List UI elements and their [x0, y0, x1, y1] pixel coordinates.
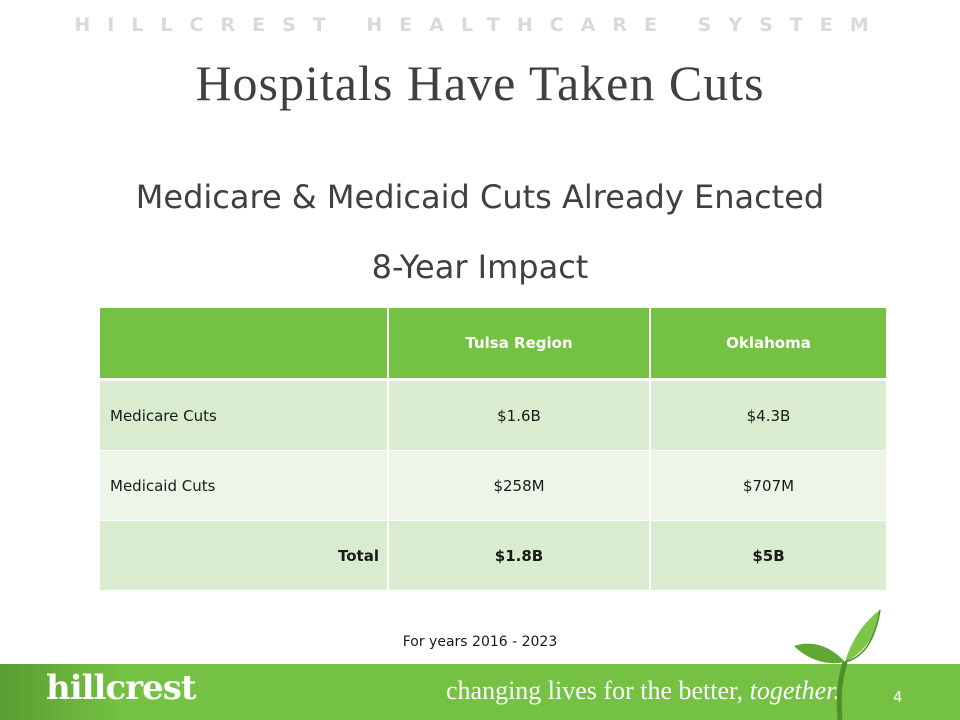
cell-tulsa: $1.6B: [388, 379, 651, 451]
slide-title: Hospitals Have Taken Cuts: [195, 55, 765, 111]
table-row-total: Total $1.8B $5B: [100, 520, 886, 591]
page-number: 4: [893, 688, 903, 706]
tagline-emphasis: together.: [749, 676, 840, 705]
cell-oklahoma: $5B: [650, 520, 886, 591]
subtitle-cuts-enacted: Medicare & Medicaid Cuts Already Enacted: [135, 178, 825, 216]
org-name: HILLCREST HEALTHCARE SYSTEM: [74, 14, 886, 36]
cell-oklahoma: $4.3B: [650, 379, 886, 451]
table-header-tulsa: Tulsa Region: [388, 308, 651, 381]
row-label: Total: [100, 520, 389, 591]
subtitle-impact: 8-Year Impact: [371, 248, 589, 286]
cell-tulsa: $1.8B: [388, 520, 651, 591]
table-header-row: Tulsa Region Oklahoma: [100, 308, 886, 381]
table-row-medicare: Medicare Cuts $1.6B $4.3B: [100, 379, 886, 451]
tagline: changing lives for the better, together.: [446, 676, 840, 706]
hillcrest-logo: hillcrest: [46, 668, 197, 708]
tagline-main: changing lives for the better,: [446, 676, 744, 705]
cell-oklahoma: $707M: [650, 450, 886, 521]
leaf-sprout-icon: [794, 609, 881, 720]
footer-shade: [0, 664, 120, 720]
footnote: For years 2016 - 2023: [402, 634, 558, 650]
table-row-medicaid: Medicaid Cuts $258M $707M: [100, 450, 886, 521]
row-label: Medicaid Cuts: [100, 450, 389, 521]
table-header-blank: [100, 308, 389, 381]
footer-bar: [0, 664, 960, 720]
row-label: Medicare Cuts: [100, 379, 389, 451]
table-header-oklahoma: Oklahoma: [650, 308, 886, 381]
cuts-table: Tulsa Region Oklahoma Medicare Cuts $1.6…: [100, 308, 886, 591]
cell-tulsa: $258M: [388, 450, 651, 521]
